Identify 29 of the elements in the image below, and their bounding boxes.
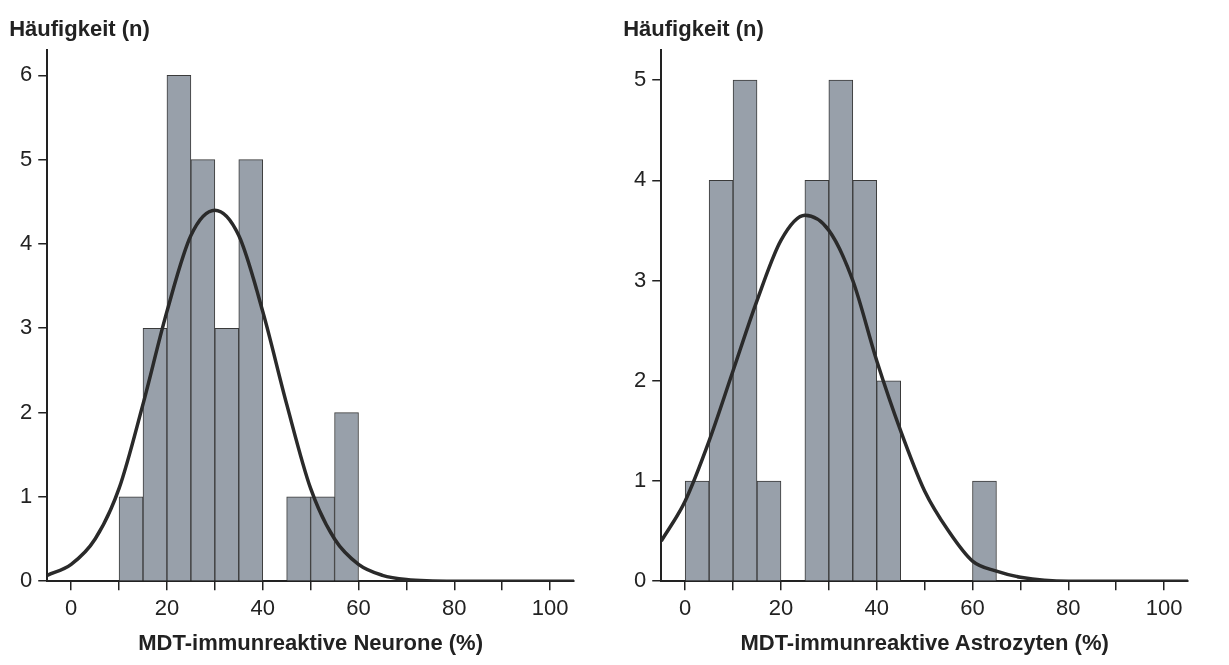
x-tick-label: 60 — [960, 595, 985, 621]
x-tick-label: 40 — [250, 595, 275, 621]
y-tick-label: 5 — [633, 66, 647, 92]
y-tick-label: 3 — [19, 314, 33, 340]
y-tick-label: 4 — [19, 229, 33, 255]
y-tick-label: 2 — [633, 366, 647, 392]
y-axis-title: Häufigkeit (n) — [623, 16, 764, 41]
y-tick-label: 1 — [633, 467, 647, 493]
x-tick-label: 80 — [1056, 595, 1081, 621]
x-tick-label: 60 — [346, 595, 371, 621]
x-tick-label: 40 — [864, 595, 889, 621]
x-tick-label: 20 — [154, 595, 180, 621]
y-tick-label: 0 — [19, 567, 33, 593]
x-tick-label: 100 — [531, 595, 569, 621]
y-axis-title: Häufigkeit (n) — [9, 16, 150, 41]
x-tick-label: 0 — [65, 595, 78, 621]
x-axis-title: MDT-immunreaktive Astrozyten (%) — [740, 629, 1109, 655]
x-tick-label: 80 — [442, 595, 467, 621]
y-tick-label: 1 — [19, 482, 33, 508]
y-tick-label: 6 — [19, 61, 33, 87]
x-axis-title: MDT-immunreaktive Neurone (%) — [138, 629, 483, 655]
x-tick-label: 100 — [1145, 595, 1183, 621]
y-tick-label: 5 — [19, 145, 33, 171]
y-tick-label: 4 — [633, 166, 647, 192]
x-tick-label: 20 — [768, 595, 794, 621]
y-tick-label: 0 — [633, 567, 647, 593]
y-tick-label: 2 — [19, 398, 33, 424]
x-tick-label: 0 — [679, 595, 692, 621]
y-tick-label: 3 — [633, 266, 647, 292]
